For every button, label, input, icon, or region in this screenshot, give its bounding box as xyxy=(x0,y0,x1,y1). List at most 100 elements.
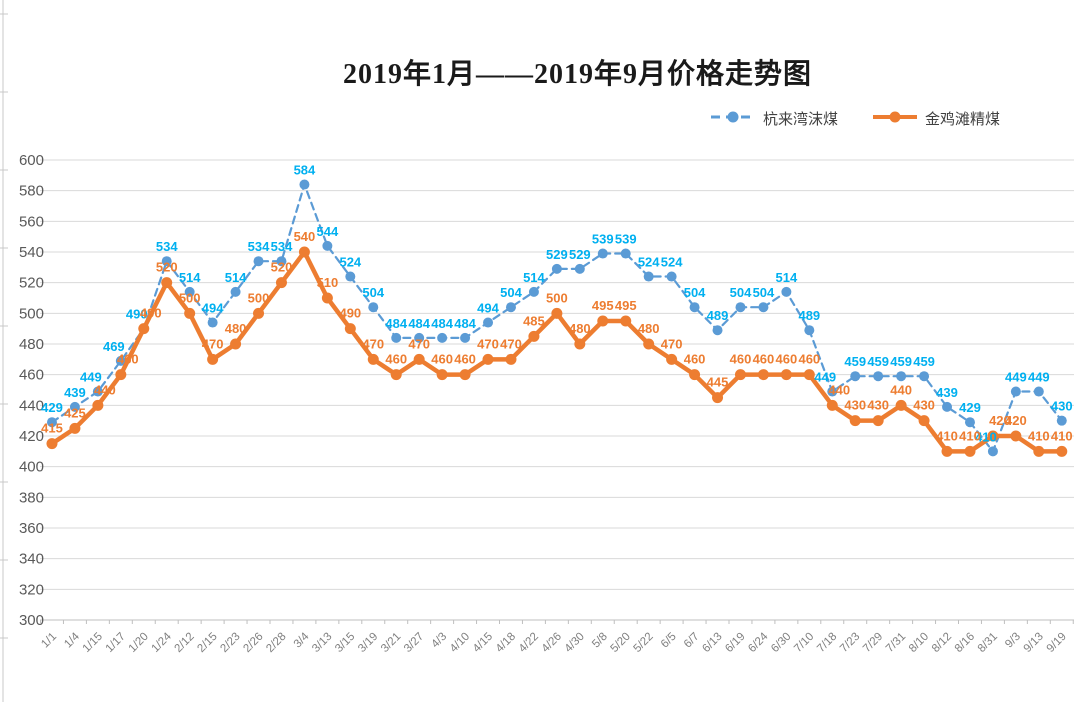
svg-text:1/24: 1/24 xyxy=(150,630,175,655)
svg-text:470: 470 xyxy=(500,336,522,351)
svg-text:449: 449 xyxy=(1028,370,1050,385)
svg-text:539: 539 xyxy=(615,232,637,247)
svg-text:449: 449 xyxy=(80,370,102,385)
svg-text:4/10: 4/10 xyxy=(448,631,472,655)
svg-text:524: 524 xyxy=(638,255,660,270)
svg-text:520: 520 xyxy=(156,260,178,275)
svg-text:380: 380 xyxy=(19,489,44,506)
svg-text:6/7: 6/7 xyxy=(682,631,702,651)
svg-text:410: 410 xyxy=(1028,428,1050,443)
svg-text:8/12: 8/12 xyxy=(930,631,954,655)
svg-text:449: 449 xyxy=(1005,370,1027,385)
svg-text:504: 504 xyxy=(730,285,752,300)
svg-text:9/3: 9/3 xyxy=(1003,631,1023,651)
svg-text:3/21: 3/21 xyxy=(379,631,403,655)
svg-text:6/5: 6/5 xyxy=(659,631,679,651)
svg-text:410: 410 xyxy=(959,428,981,443)
svg-text:480: 480 xyxy=(19,336,44,353)
svg-text:5/22: 5/22 xyxy=(631,631,655,655)
legend-item-jinjitan-jingmei: 金鸡滩精煤 xyxy=(872,108,1000,129)
svg-text:1/17: 1/17 xyxy=(104,631,128,655)
svg-text:520: 520 xyxy=(271,260,293,275)
svg-text:529: 529 xyxy=(546,247,568,262)
svg-text:7/18: 7/18 xyxy=(815,631,839,655)
svg-text:504: 504 xyxy=(753,285,775,300)
svg-text:514: 514 xyxy=(225,270,247,285)
svg-text:510: 510 xyxy=(317,275,339,290)
svg-text:470: 470 xyxy=(408,336,430,351)
svg-text:494: 494 xyxy=(202,301,224,316)
svg-text:340: 340 xyxy=(19,551,44,568)
svg-text:460: 460 xyxy=(19,367,44,384)
svg-text:514: 514 xyxy=(523,270,545,285)
svg-text:1/4: 1/4 xyxy=(62,630,82,650)
svg-text:460: 460 xyxy=(753,352,775,367)
svg-text:1/1: 1/1 xyxy=(39,631,59,651)
svg-text:495: 495 xyxy=(615,298,637,313)
svg-text:300: 300 xyxy=(19,612,44,629)
svg-text:484: 484 xyxy=(454,316,476,331)
svg-text:425: 425 xyxy=(64,405,86,420)
svg-text:544: 544 xyxy=(317,224,339,239)
svg-text:459: 459 xyxy=(913,354,935,369)
legend-label-hanglaiwan-momei: 杭来湾沫煤 xyxy=(762,111,838,128)
solid-line-dot-marker-icon xyxy=(872,110,918,128)
svg-text:2/12: 2/12 xyxy=(172,631,196,655)
svg-text:430: 430 xyxy=(1051,399,1073,414)
svg-text:5/8: 5/8 xyxy=(590,631,610,651)
svg-text:495: 495 xyxy=(592,298,614,313)
svg-text:449: 449 xyxy=(814,370,836,385)
svg-text:7/29: 7/29 xyxy=(861,631,885,655)
svg-text:439: 439 xyxy=(936,385,958,400)
svg-text:400: 400 xyxy=(19,459,44,476)
svg-text:540: 540 xyxy=(19,244,44,261)
svg-text:6/19: 6/19 xyxy=(723,631,747,655)
svg-text:460: 460 xyxy=(385,352,407,367)
svg-text:459: 459 xyxy=(867,354,889,369)
svg-text:469: 469 xyxy=(103,339,125,354)
svg-text:484: 484 xyxy=(431,316,453,331)
svg-text:524: 524 xyxy=(339,255,361,270)
svg-text:3/27: 3/27 xyxy=(402,631,426,655)
svg-text:470: 470 xyxy=(477,336,499,351)
svg-text:3/4: 3/4 xyxy=(292,630,312,650)
legend-label-jinjitan-jingmei: 金鸡滩精煤 xyxy=(924,111,1000,128)
svg-text:480: 480 xyxy=(638,321,660,336)
legend-item-hanglaiwan-momei: 杭来湾沫煤 xyxy=(710,108,838,129)
svg-text:4/26: 4/26 xyxy=(540,631,564,655)
svg-text:8/16: 8/16 xyxy=(953,631,977,655)
svg-text:415: 415 xyxy=(41,421,63,436)
svg-text:480: 480 xyxy=(225,321,247,336)
svg-text:7/23: 7/23 xyxy=(838,631,862,655)
svg-text:8/10: 8/10 xyxy=(907,631,931,655)
svg-text:459: 459 xyxy=(844,354,866,369)
svg-text:460: 460 xyxy=(684,352,706,367)
svg-text:3/13: 3/13 xyxy=(310,631,334,655)
svg-text:490: 490 xyxy=(126,307,148,322)
svg-text:490: 490 xyxy=(140,306,162,321)
svg-text:4/15: 4/15 xyxy=(471,631,495,655)
svg-text:4/3: 4/3 xyxy=(429,631,449,651)
svg-text:504: 504 xyxy=(684,285,706,300)
svg-text:320: 320 xyxy=(19,581,44,598)
svg-text:1/15: 1/15 xyxy=(81,631,105,655)
svg-text:430: 430 xyxy=(844,398,866,413)
svg-text:410: 410 xyxy=(975,429,997,444)
svg-text:460: 460 xyxy=(730,352,752,367)
svg-text:534: 534 xyxy=(156,239,178,254)
svg-text:6/30: 6/30 xyxy=(769,631,793,655)
svg-text:500: 500 xyxy=(546,290,568,305)
svg-text:489: 489 xyxy=(798,308,820,323)
svg-text:420: 420 xyxy=(989,413,1011,428)
svg-text:484: 484 xyxy=(385,316,407,331)
svg-text:514: 514 xyxy=(179,270,201,285)
svg-text:534: 534 xyxy=(271,239,293,254)
svg-text:504: 504 xyxy=(500,285,522,300)
legend: 杭来湾沫煤 金鸡滩精煤 xyxy=(710,108,1000,129)
svg-text:529: 529 xyxy=(569,247,591,262)
svg-text:580: 580 xyxy=(19,183,44,200)
svg-text:459: 459 xyxy=(890,354,912,369)
svg-text:494: 494 xyxy=(477,301,499,316)
